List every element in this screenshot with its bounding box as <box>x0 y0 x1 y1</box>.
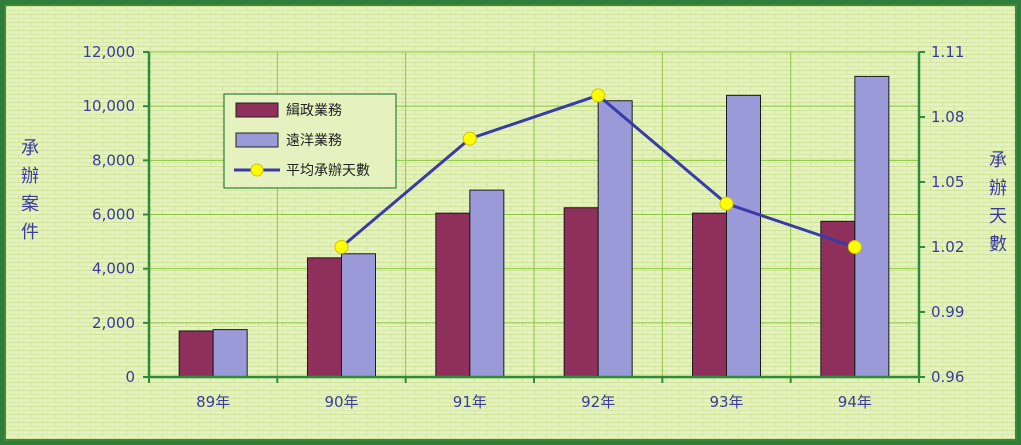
legend-swatch-series-1 <box>235 102 279 118</box>
y-tick-label: 2,000 <box>92 314 135 332</box>
y-axis-label-char: 件 <box>21 222 39 243</box>
y2-axis-label: 承辦天數 <box>989 150 1007 255</box>
y-axis-label-char: 辦 <box>21 166 39 187</box>
line-point-2 <box>462 131 477 146</box>
y2-tick-label: 1.05 <box>931 173 964 191</box>
y2-tick-label: 0.96 <box>931 368 964 386</box>
chart-frame: 0 2,000 4,000 6,000 8,000 10,000 12,000 0.96 0.9… <box>4 4 1017 441</box>
y-tick-label: 4,000 <box>92 260 135 278</box>
line-point-5 <box>847 240 862 254</box>
bar-2-1 <box>212 329 248 378</box>
y2-axis-label-char: 天 <box>989 206 1007 227</box>
bar-2-5 <box>726 94 761 378</box>
bars-layer <box>178 75 890 378</box>
bar-1-4 <box>563 207 599 378</box>
x-tick-label: 91年 <box>453 393 487 411</box>
bar-1-2 <box>307 257 342 378</box>
bar-1-3 <box>435 212 471 378</box>
legend-marker-series-3 <box>250 163 264 177</box>
line-layer <box>334 88 862 254</box>
tick-labels: 0 2,000 4,000 6,000 8,000 10,000 12,000 0.96 0.9… <box>83 43 965 411</box>
bar-2-3 <box>469 189 505 378</box>
legend-swatch-series-2 <box>235 132 279 148</box>
y-axis-label-char: 案 <box>21 194 39 215</box>
bar-2-6 <box>854 75 890 378</box>
y2-axis-label-char: 辦 <box>989 178 1007 199</box>
y2-tick-label: 0.99 <box>931 303 964 321</box>
legend-label-series-1: 緝政業務 <box>286 103 342 119</box>
x-tick-label: 93年 <box>709 393 743 411</box>
y-tick-label: 8,000 <box>92 151 135 169</box>
x-tick-label: 90年 <box>324 393 358 411</box>
line-point-3 <box>591 88 606 103</box>
x-tick-label: 94年 <box>838 393 872 411</box>
y2-tick-label: 1.11 <box>931 43 964 61</box>
bar-2-4 <box>597 100 633 378</box>
y2-axis-label-char: 數 <box>989 234 1007 255</box>
line-point-1 <box>334 240 349 254</box>
x-tick-label: 89年 <box>196 393 230 411</box>
y2-axis-label-char: 承 <box>989 150 1007 171</box>
y2-tick-label: 1.08 <box>931 108 964 126</box>
bar-2-2 <box>341 253 376 378</box>
x-tick-label: 92年 <box>581 393 615 411</box>
y-tick-label: 6,000 <box>92 206 135 224</box>
y-tick-label: 10,000 <box>83 97 136 115</box>
bar-1-1 <box>178 330 214 378</box>
line-point-4 <box>719 196 734 211</box>
legend-label-series-3: 平均承辦天數 <box>286 163 370 179</box>
legend-label-series-2: 遠洋業務 <box>286 133 342 149</box>
combo-chart: 0 2,000 4,000 6,000 8,000 10,000 12,000 0.96 0.9… <box>6 6 1015 439</box>
axes-layer <box>143 51 925 383</box>
y2-tick-label: 1.02 <box>931 238 964 256</box>
y-tick-label: 0 <box>125 368 135 386</box>
bar-1-5 <box>692 212 727 378</box>
y-axis-label-char: 承 <box>21 138 39 159</box>
legend: 緝政業務 遠洋業務 平均承辦天數 <box>223 93 397 189</box>
y-tick-label: 12,000 <box>83 43 136 61</box>
